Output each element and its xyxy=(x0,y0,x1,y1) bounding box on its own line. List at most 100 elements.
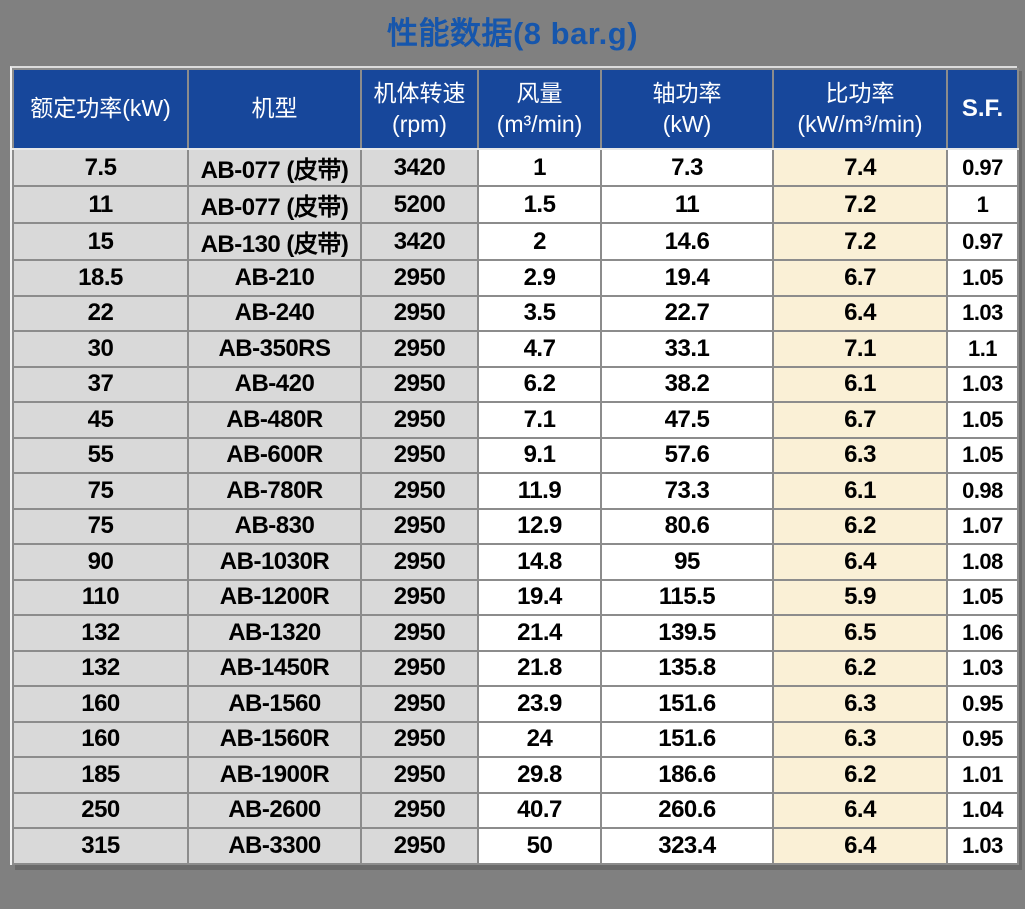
cell-specific_power: 6.7 xyxy=(772,259,948,297)
table-row: 75 AB-780R 2950 11.9 73.3 6.1 0.98 xyxy=(12,472,1019,510)
cell-sf: 1.05 xyxy=(946,401,1019,439)
cell-air_flow: 1.5 xyxy=(477,185,602,224)
col-header-label: S.F. xyxy=(961,94,1004,122)
cell-speed: 2950 xyxy=(360,827,479,865)
table-row: 30 AB-350RS 2950 4.7 33.1 7.1 1.1 xyxy=(12,330,1019,368)
cell-air_flow: 3.5 xyxy=(477,294,602,332)
cell-specific_power: 5.9 xyxy=(772,578,948,616)
cell-sf: 1.05 xyxy=(946,436,1019,474)
table-row: 75 AB-830 2950 12.9 80.6 6.2 1.07 xyxy=(12,507,1019,545)
cell-speed: 2950 xyxy=(360,472,479,510)
cell-speed: 5200 xyxy=(360,185,479,224)
cell-air_flow: 29.8 xyxy=(477,756,602,794)
cell-air_flow: 2.9 xyxy=(477,259,602,297)
cell-shaft_power: 73.3 xyxy=(600,472,774,510)
cell-model: AB-130 (皮带) xyxy=(187,222,362,261)
cell-model: AB-1200R xyxy=(187,578,362,616)
cell-shaft_power: 151.6 xyxy=(600,685,774,723)
cell-sf: 1.1 xyxy=(946,330,1019,368)
cell-air_flow: 21.4 xyxy=(477,614,602,652)
table-row: 11 AB-077 (皮带) 5200 1.5 11 7.2 1 xyxy=(12,185,1019,224)
cell-model: AB-420 xyxy=(187,365,362,403)
table-row: 110 AB-1200R 2950 19.4 115.5 5.9 1.05 xyxy=(12,578,1019,616)
cell-model: AB-1560 xyxy=(187,685,362,723)
table-row: 7.5 AB-077 (皮带) 3420 1 7.3 7.4 0.97 xyxy=(12,148,1019,187)
cell-shaft_power: 151.6 xyxy=(600,720,774,758)
table-row: 90 AB-1030R 2950 14.8 95 6.4 1.08 xyxy=(12,543,1019,581)
cell-air_flow: 50 xyxy=(477,827,602,865)
performance-table: 额定功率(kW) 机型 机体转速 (rpm) 风量 (m³/min) 轴功率 xyxy=(12,68,1019,865)
cell-air_flow: 12.9 xyxy=(477,507,602,545)
cell-rated_power: 185 xyxy=(12,756,189,794)
col-header-shaft-power: 轴功率 (kW) xyxy=(600,68,774,150)
cell-speed: 2950 xyxy=(360,685,479,723)
cell-speed: 3420 xyxy=(360,148,479,187)
cell-shaft_power: 186.6 xyxy=(600,756,774,794)
col-header-rated-power: 额定功率(kW) xyxy=(12,68,189,150)
cell-air_flow: 21.8 xyxy=(477,649,602,687)
cell-specific_power: 6.1 xyxy=(772,365,948,403)
cell-sf: 1.08 xyxy=(946,543,1019,581)
cell-rated_power: 315 xyxy=(12,827,189,865)
cell-rated_power: 45 xyxy=(12,401,189,439)
cell-shaft_power: 47.5 xyxy=(600,401,774,439)
cell-shaft_power: 260.6 xyxy=(600,791,774,829)
cell-rated_power: 132 xyxy=(12,649,189,687)
cell-specific_power: 6.4 xyxy=(772,543,948,581)
cell-specific_power: 6.1 xyxy=(772,472,948,510)
cell-specific_power: 6.5 xyxy=(772,614,948,652)
col-header-unit: (kW) xyxy=(662,111,712,137)
cell-speed: 2950 xyxy=(360,259,479,297)
cell-speed: 2950 xyxy=(360,578,479,616)
cell-sf: 1.03 xyxy=(946,827,1019,865)
cell-sf: 1.03 xyxy=(946,365,1019,403)
cell-speed: 2950 xyxy=(360,436,479,474)
cell-model: AB-3300 xyxy=(187,827,362,865)
cell-specific_power: 6.4 xyxy=(772,827,948,865)
cell-speed: 3420 xyxy=(360,222,479,261)
cell-rated_power: 132 xyxy=(12,614,189,652)
cell-sf: 0.98 xyxy=(946,472,1019,510)
cell-model: AB-1560R xyxy=(187,720,362,758)
cell-specific_power: 7.4 xyxy=(772,148,948,187)
cell-sf: 1.04 xyxy=(946,791,1019,829)
performance-table-container: 额定功率(kW) 机型 机体转速 (rpm) 风量 (m³/min) 轴功率 xyxy=(10,66,1019,865)
header-row: 额定功率(kW) 机型 机体转速 (rpm) 风量 (m³/min) 轴功率 xyxy=(12,68,1019,150)
cell-shaft_power: 11 xyxy=(600,185,774,224)
table-row: 15 AB-130 (皮带) 3420 2 14.6 7.2 0.97 xyxy=(12,222,1019,261)
cell-speed: 2950 xyxy=(360,720,479,758)
cell-sf: 0.97 xyxy=(946,148,1019,187)
cell-shaft_power: 323.4 xyxy=(600,827,774,865)
cell-sf: 1 xyxy=(946,185,1019,224)
cell-sf: 1.05 xyxy=(946,259,1019,297)
cell-shaft_power: 22.7 xyxy=(600,294,774,332)
cell-air_flow: 6.2 xyxy=(477,365,602,403)
cell-specific_power: 6.2 xyxy=(772,649,948,687)
cell-shaft_power: 57.6 xyxy=(600,436,774,474)
cell-model: AB-600R xyxy=(187,436,362,474)
cell-speed: 2950 xyxy=(360,614,479,652)
cell-shaft_power: 135.8 xyxy=(600,649,774,687)
cell-sf: 0.95 xyxy=(946,720,1019,758)
cell-sf: 1.01 xyxy=(946,756,1019,794)
cell-specific_power: 6.3 xyxy=(772,436,948,474)
cell-model: AB-210 xyxy=(187,259,362,297)
col-header-model: 机型 xyxy=(187,68,362,150)
cell-rated_power: 160 xyxy=(12,685,189,723)
cell-model: AB-240 xyxy=(187,294,362,332)
table-row: 160 AB-1560R 2950 24 151.6 6.3 0.95 xyxy=(12,720,1019,758)
table-row: 250 AB-2600 2950 40.7 260.6 6.4 1.04 xyxy=(12,791,1019,829)
cell-rated_power: 22 xyxy=(12,294,189,332)
cell-model: AB-1900R xyxy=(187,756,362,794)
col-header-sf: S.F. xyxy=(946,68,1019,150)
cell-sf: 1.07 xyxy=(946,507,1019,545)
col-header-specific-power: 比功率 (kW/m³/min) xyxy=(772,68,948,150)
cell-specific_power: 6.2 xyxy=(772,507,948,545)
cell-speed: 2950 xyxy=(360,649,479,687)
cell-air_flow: 19.4 xyxy=(477,578,602,616)
cell-shaft_power: 19.4 xyxy=(600,259,774,297)
table-row: 45 AB-480R 2950 7.1 47.5 6.7 1.05 xyxy=(12,401,1019,439)
cell-model: AB-1450R xyxy=(187,649,362,687)
cell-model: AB-350RS xyxy=(187,330,362,368)
table-row: 18.5 AB-210 2950 2.9 19.4 6.7 1.05 xyxy=(12,259,1019,297)
